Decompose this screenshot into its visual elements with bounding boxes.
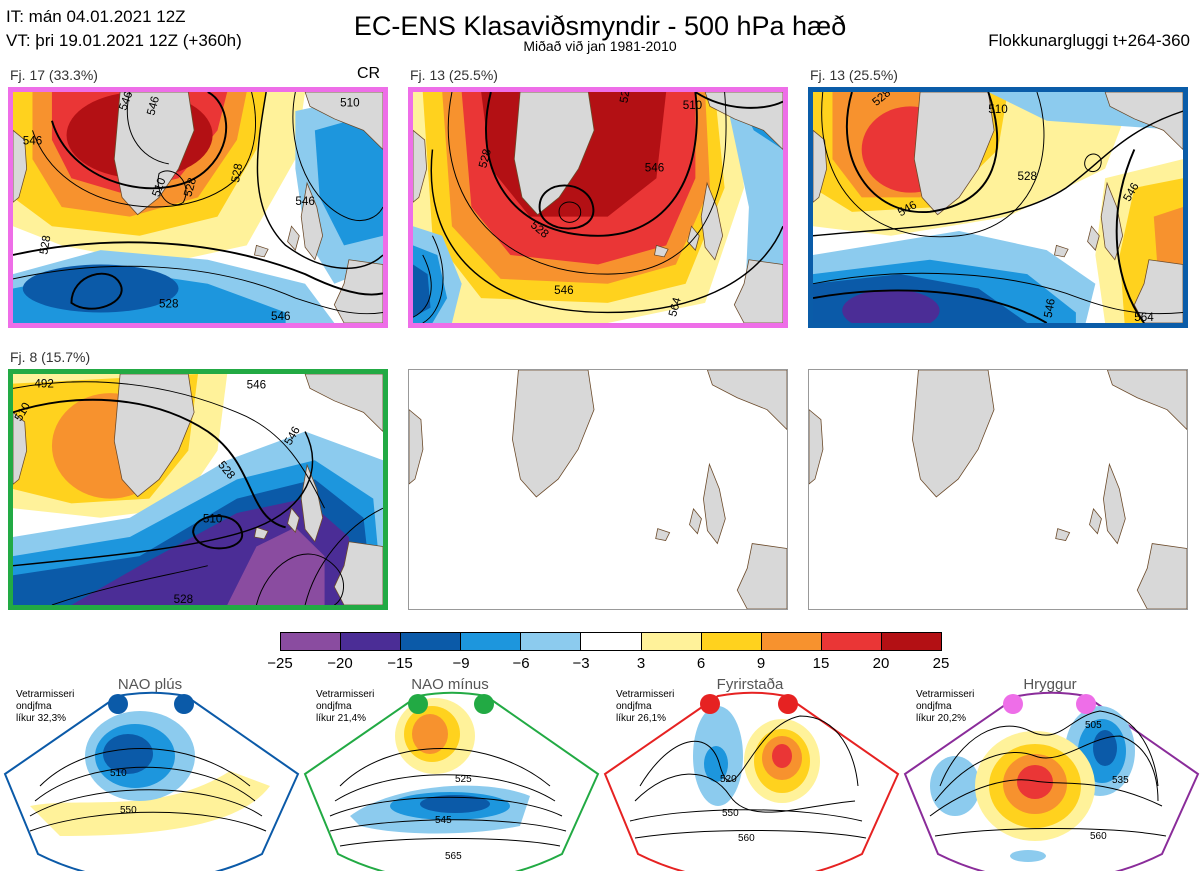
colorbar-segment — [821, 633, 882, 650]
regime-marker — [408, 694, 428, 714]
regime-title: NAO mínus — [411, 676, 489, 693]
colorbar-segment — [701, 633, 762, 650]
colorbar-tick: −9 — [452, 655, 470, 672]
panel-1-contour-label: 546 — [271, 311, 290, 323]
colorbar-segment — [341, 633, 402, 650]
regime-contour-label: 525 — [455, 774, 472, 785]
colorbar-segment — [521, 633, 582, 650]
panel-3-contour-label: 510 — [988, 104, 1007, 116]
panel-1-contour-label: 546 — [295, 196, 314, 208]
colorbar-segment — [761, 633, 822, 650]
colorbar-segment — [881, 633, 942, 650]
cluster-map-5-empty — [408, 369, 788, 610]
colorbar-tick: −25 — [267, 655, 293, 672]
regime-blocking: Fyrirstaða Vetrarmisseri ondjfma líkur 26,… — [600, 676, 900, 871]
panel-2-contour-label: 564 — [667, 296, 684, 318]
colorbar-tick: 9 — [756, 655, 766, 672]
init-time: IT: mán 04.01.2021 12Z — [6, 7, 186, 26]
regime-contour-label: 520 — [720, 774, 737, 785]
panel-1-cr-label: CR — [357, 65, 381, 82]
panel-3-label: Fj. 13 (25.5%) — [810, 67, 898, 83]
colorbar-tick: −3 — [572, 655, 590, 672]
colorbar-tick: 6 — [696, 655, 706, 672]
regime-note: Vetrarmisseri ondjfma líkur 20,2% — [916, 689, 975, 724]
panel-2-label: Fj. 13 (25.5%) — [410, 67, 498, 83]
panel-1-contour-label: 528 — [182, 177, 199, 199]
regime-marker — [700, 694, 720, 714]
regime-contour-label: 565 — [445, 851, 462, 862]
regime-ridge: Hryggur Vetrarmisseri ondjfma líkur 20,2% … — [900, 676, 1200, 871]
colorbar-tick: 15 — [812, 655, 830, 672]
panel-3-contour-label: 528 — [1017, 171, 1036, 183]
regime-marker — [1076, 694, 1096, 714]
regime-contour-label: 550 — [722, 808, 739, 819]
regime-contour-label: 505 — [1085, 720, 1102, 731]
regime-marker — [174, 694, 194, 714]
panel-2-contour-label: 510 — [683, 100, 702, 112]
regime-title: NAO plús — [117, 676, 183, 693]
colorbar-segment — [461, 633, 522, 650]
panel-2-contour-label: 528 — [618, 92, 633, 104]
panel-1-contour-label: 546 — [23, 136, 42, 148]
regime-marker — [108, 694, 128, 714]
regime-note: Vetrarmisseri ondjfma líkur 26,1% — [616, 689, 675, 724]
colorbar-segment — [281, 633, 342, 650]
cluster-map-2: 510 528 546 546 528 564 528 — [408, 87, 788, 328]
colorbar-tick: 3 — [636, 655, 646, 672]
colorbar-segment — [401, 633, 462, 650]
panel-1-contour-label: 528 — [159, 299, 178, 311]
colorbar-tick: −20 — [327, 655, 353, 672]
regime-note: Vetrarmisseri ondjfma líkur 32,3% — [16, 689, 75, 724]
regime-nao-minus: NAO mínus Vetrarmisseri ondjfma líkur 21,4… — [300, 676, 600, 871]
panel-1-label: Fj. 17 (33.3%) — [10, 67, 98, 83]
page-subtitle: Miðað við jan 1981-2010 — [523, 38, 677, 54]
regime-contour-label: 560 — [738, 833, 755, 844]
panel-2-contour-label: 546 — [645, 163, 664, 175]
panel-1-contour-label: 546 — [145, 95, 162, 117]
classification-window: Flokkunargluggi t+264-360 — [988, 31, 1190, 50]
cluster-map-4: 492 510 546 528 510 528 546 — [8, 369, 388, 610]
colorbar-tick: −6 — [512, 655, 530, 672]
panel-3-contour-label: 564 — [1134, 312, 1154, 323]
colorbar-tick: −15 — [387, 655, 413, 672]
cluster-map-6-empty — [808, 369, 1188, 610]
regime-contour-label: 510 — [110, 768, 127, 779]
panel-4-contour-label: 528 — [174, 594, 193, 605]
valid-time: VT: þri 19.01.2021 12Z (+360h) — [6, 31, 242, 50]
panel-4-label: Fj. 8 (15.7%) — [10, 349, 91, 365]
anomaly-colorbar — [280, 632, 942, 651]
panel-1-contour-label: 528 — [230, 163, 245, 184]
regime-contour-label: 550 — [120, 805, 137, 816]
regime-contour-label: 560 — [1090, 831, 1107, 842]
cluster-map-1: 546 510 528 546 546 528 546 528 528 510 … — [8, 87, 388, 328]
colorbar-tick: 25 — [932, 655, 950, 672]
regime-marker — [778, 694, 798, 714]
panel-4-contour-label: 510 — [203, 514, 222, 526]
regime-marker — [474, 694, 494, 714]
regime-contour-label: 545 — [435, 815, 452, 826]
panel-4-contour-label: 546 — [247, 379, 266, 391]
regime-title: Fyrirstaða — [716, 676, 784, 693]
panel-4-contour-label: 492 — [34, 378, 53, 390]
regime-nao-plus: NAO plús Vetrarmisseri ondjfma líkur 32,3%… — [0, 676, 300, 871]
colorbar-segment — [641, 633, 702, 650]
colorbar-segment — [581, 633, 642, 650]
regime-marker — [1003, 694, 1023, 714]
panel-2-contour-label: 546 — [554, 285, 573, 297]
page-title: EC-ENS Klasaviðsmyndir - 500 hPa hæð — [353, 11, 847, 41]
colorbar-tick: 20 — [872, 655, 890, 672]
panel-3-contour-label: 546 — [1043, 298, 1058, 319]
regime-contour-label: 535 — [1112, 775, 1129, 786]
panel-1-contour-label: 510 — [340, 97, 359, 109]
panel-2-contour-label: 528 — [477, 148, 494, 170]
regime-title: Hryggur — [1023, 676, 1077, 693]
regime-note: Vetrarmisseri ondjfma líkur 21,4% — [316, 689, 375, 724]
panel-1-contour-label: 528 — [38, 235, 53, 256]
cluster-map-3: 528 510 528 546 546 546 564 — [808, 87, 1188, 328]
